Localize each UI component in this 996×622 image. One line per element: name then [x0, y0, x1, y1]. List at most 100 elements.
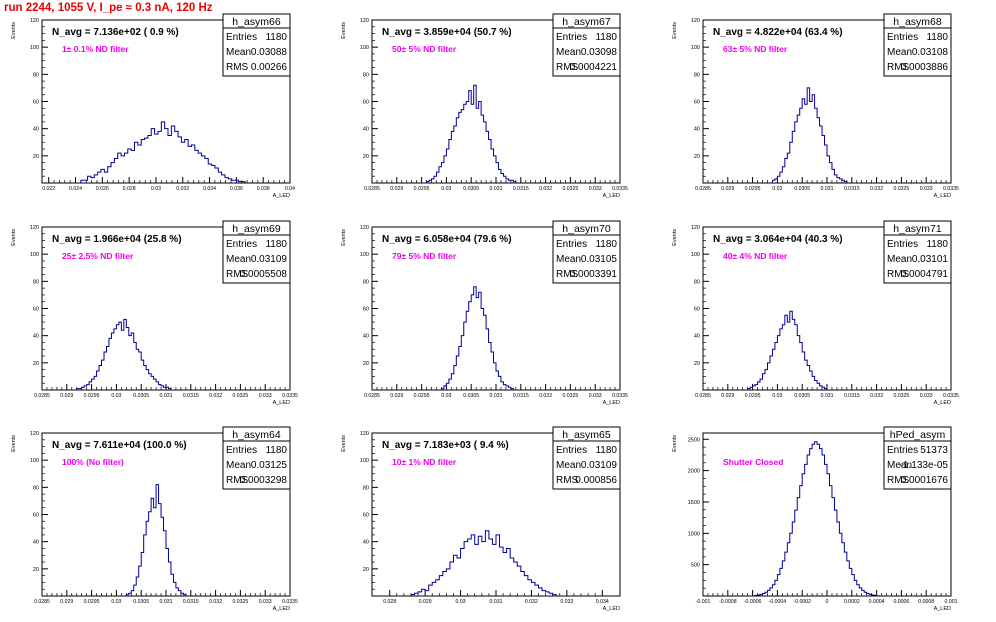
filter-annotation: 1± 0.1% ND filter — [62, 44, 129, 54]
stat-value: 1180 — [265, 239, 287, 250]
x-axis-label: A_LED — [934, 193, 951, 199]
histogram-title: N_avg = 6.058e+04 (79.6 %) — [382, 234, 512, 245]
y-axis-label: Events — [341, 22, 347, 39]
stat-value: 0.0001676 — [901, 475, 949, 486]
y-tick-label: 120 — [360, 431, 369, 437]
histogram-name: h_asym70 — [562, 223, 611, 235]
y-tick-label: 60 — [363, 307, 369, 313]
x-tick-label: 0.033 — [560, 599, 573, 605]
x-tick-label: 0.032 — [209, 393, 222, 399]
y-tick-label: 40 — [694, 127, 700, 133]
y-tick-label: 100 — [30, 458, 39, 464]
stats-box-frame — [552, 426, 621, 490]
x-tick-label: 0.0002 — [844, 599, 860, 605]
x-tick-label: -0.001 — [696, 599, 711, 605]
y-tick-label: 120 — [360, 225, 369, 231]
stat-value: 51373 — [920, 445, 948, 456]
x-axis-label: A_LED — [273, 193, 290, 199]
stats-box-frame — [222, 220, 291, 284]
title-box — [707, 231, 875, 245]
y-tick-label: 60 — [694, 100, 700, 106]
x-tick-label: 0.04 — [285, 186, 295, 192]
stats-box-frame — [883, 220, 952, 284]
y-tick-label: 2000 — [688, 469, 700, 475]
histogram-panel-h_asym70: 20 40 60 80 100 120 0.0285 0.029 0.0295 0.03 0.030… — [341, 220, 628, 406]
y-axis-label: Events — [341, 229, 347, 246]
stat-value: 0.0005508 — [240, 269, 288, 280]
stats-box: h_asym70 Entries 1180 Mean 0.03105RMS0.00033… — [552, 220, 621, 284]
stat-label: Mean — [887, 254, 912, 265]
stat-label: RMS — [556, 62, 579, 73]
histogram-name: h_asym71 — [893, 223, 942, 235]
stats-box: h_asym67 Entries 1180 Mean 0.03098RMS0.00042… — [552, 13, 621, 77]
y-tick-label: 20 — [363, 361, 369, 367]
x-tick-label: 0.0325 — [232, 393, 248, 399]
histogram-name: h_asym67 — [562, 16, 611, 28]
x-tick-label: 0.0305 — [133, 599, 149, 605]
stat-value: 1180 — [595, 445, 617, 456]
histogram-title: N_avg = 7.136e+02 ( 0.9 %) — [52, 27, 179, 38]
y-axis-label: Events — [672, 435, 678, 452]
y-tick-label: 80 — [694, 279, 700, 285]
stats-box-frame — [883, 13, 952, 77]
stat-value: 0.000856 — [575, 475, 617, 486]
stat-label: Mean — [226, 47, 251, 58]
stat-label: Entries — [556, 32, 587, 43]
stat-label: RMS — [226, 269, 249, 280]
x-tick-label: 0.0325 — [232, 599, 248, 605]
stat-value: 0.0003298 — [240, 475, 288, 486]
stat-value: -1.133e-05 — [900, 460, 949, 471]
x-axis-label: A_LED — [603, 400, 620, 406]
x-tick-label: 0.0008 — [918, 599, 934, 605]
filter-annotation: 40± 4% ND filter — [723, 251, 788, 261]
y-axis-label: Events — [341, 435, 347, 452]
y-axis-label: Events — [11, 229, 17, 246]
y-tick-label: 2500 — [688, 437, 700, 443]
x-tick-label: 0 — [826, 599, 829, 605]
title-box — [376, 24, 544, 38]
y-tick-label: 20 — [363, 567, 369, 573]
x-tick-label: 0.0305 — [463, 393, 479, 399]
stat-label: Mean — [887, 47, 912, 58]
x-tick-label: 0.032 — [525, 599, 538, 605]
y-tick-label: 40 — [33, 127, 39, 133]
stat-label: Mean — [556, 47, 581, 58]
stats-box: hPed_asym Entries 51373 Mean-1.133e-05 RMS0.… — [883, 426, 952, 490]
x-tick-label: 0.031 — [160, 599, 173, 605]
x-axis-label: A_LED — [603, 606, 620, 612]
stat-value: 1180 — [595, 239, 617, 250]
stats-box: h_asym69 Entries 1180 Mean 0.03109RMS0.00055… — [222, 220, 291, 284]
stat-label: RMS — [556, 269, 579, 280]
y-tick-label: 100 — [691, 252, 700, 258]
stats-box: h_asym65 Entries 1180 Mean 0.03109RMS0.00085… — [552, 426, 621, 490]
stat-value: 0.0003391 — [570, 269, 618, 280]
stat-label: Entries — [887, 32, 918, 43]
y-tick-label: 40 — [363, 127, 369, 133]
stat-value: 1180 — [595, 32, 617, 43]
x-tick-label: 0.0315 — [183, 599, 199, 605]
y-tick-label: 100 — [360, 458, 369, 464]
x-tick-label: 0.031 — [160, 393, 173, 399]
filter-annotation: 63± 5% ND filter — [723, 44, 788, 54]
x-tick-label: 0.0285 — [695, 393, 711, 399]
y-tick-label: 40 — [33, 540, 39, 546]
histogram-name: hPed_asym — [890, 429, 946, 441]
x-tick-label: 0.0315 — [844, 186, 860, 192]
x-axis-label: A_LED — [273, 400, 290, 406]
stat-value: 0.0004221 — [570, 62, 618, 73]
stat-value: 0.03101 — [912, 254, 949, 265]
y-tick-label: 500 — [691, 563, 700, 569]
histogram-panel-h_asym66: 20 40 60 80 100 120 0.022 0.024 0.026 0.028 0.03 0.… — [11, 13, 295, 199]
title-box — [376, 437, 544, 451]
histogram-panel-hPed_asym: 500 1000 1500 2000 2500 -0.001 -0.0008 -0.0006 -… — [672, 426, 958, 612]
x-tick-label: -0.0006 — [744, 599, 762, 605]
histogram-title: N_avg = 1.966e+04 (25.8 %) — [52, 234, 182, 245]
x-tick-label: 0.034 — [203, 186, 216, 192]
x-tick-label: 0.0335 — [943, 186, 959, 192]
x-tick-label: 0.029 — [390, 186, 403, 192]
histogram-name: h_asym64 — [232, 429, 281, 441]
x-tick-label: 0.0325 — [562, 186, 578, 192]
histogram-line-h_asym69 — [76, 318, 172, 390]
y-axis-label: Events — [11, 22, 17, 39]
y-tick-label: 20 — [33, 361, 39, 367]
